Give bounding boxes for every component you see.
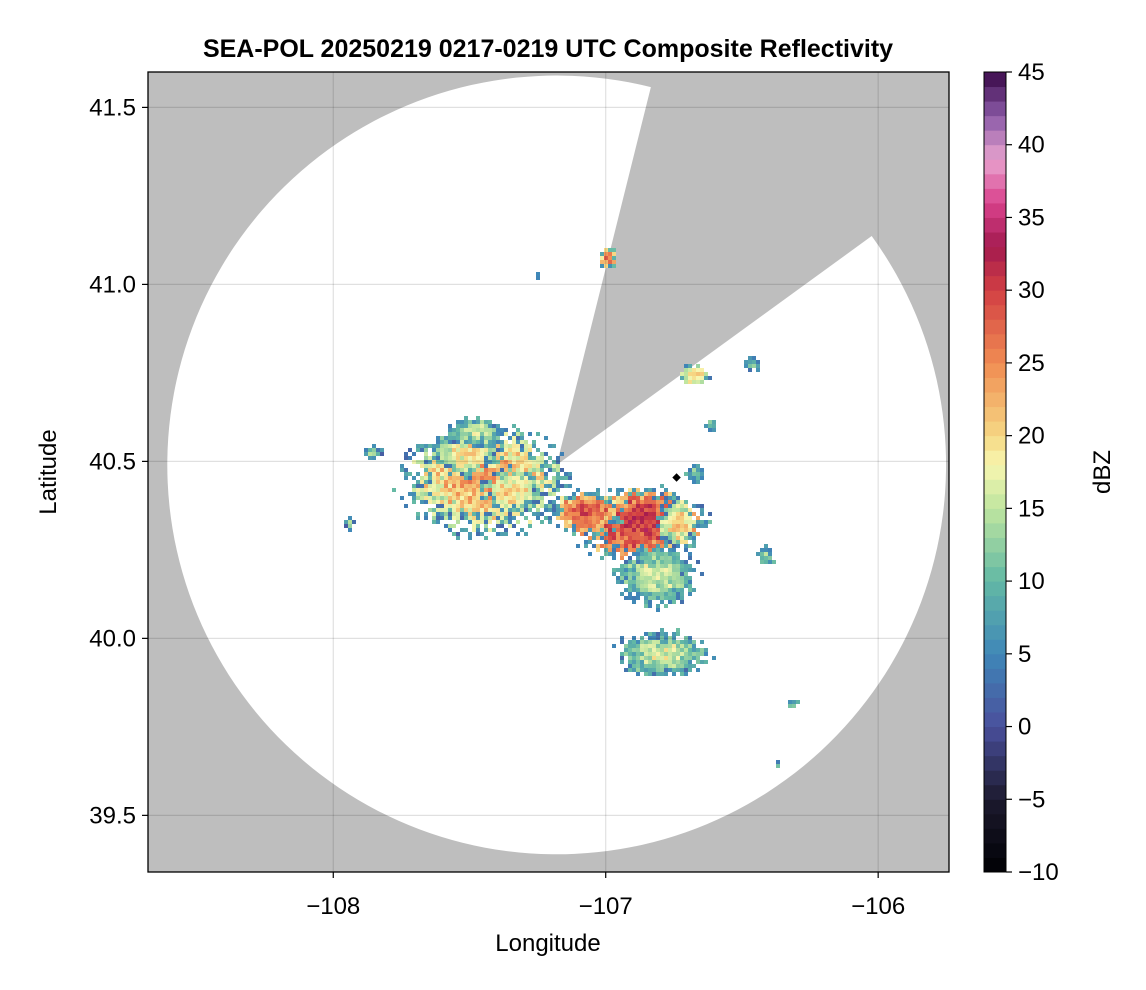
echo-cell (744, 356, 760, 372)
colorbar-label: dBZ (1089, 450, 1116, 494)
x-axis-ticks: −108 −107 −106 (306, 872, 905, 920)
colorbar-tick-label: −10 (1018, 859, 1059, 886)
echo-cell (548, 488, 624, 536)
echo-cell (448, 416, 508, 448)
grid-lines (148, 72, 949, 872)
echo-cell (612, 628, 716, 676)
y-axis-ticks: 39.5 40.0 40.5 41.0 41.5 (89, 94, 148, 829)
colorbar-tick-label: 40 (1018, 132, 1045, 159)
echo-cell (612, 544, 704, 612)
x-tick-label: −107 (579, 893, 633, 920)
echo-cell (364, 444, 384, 460)
colorbar-frame (983, 71, 1007, 873)
echo-cell (680, 364, 712, 384)
colorbar-tick-label: 25 (1018, 350, 1045, 377)
echo-cell (704, 420, 716, 432)
echo-cell (344, 516, 356, 532)
y-tick-label: 41.0 (89, 271, 136, 298)
echo-cell (684, 464, 704, 484)
colorbar-tick-label: 15 (1018, 495, 1045, 522)
echo-cell (600, 248, 616, 268)
colorbar-ticks: −10 −5 0 5 10 15 20 25 30 35 40 45 (1006, 59, 1059, 886)
x-tick-label: −108 (306, 893, 360, 920)
y-axis-label: Latitude (35, 429, 62, 514)
colorbar-tick-label: 30 (1018, 277, 1045, 304)
echo-cell (656, 496, 696, 552)
echo-layer (344, 248, 800, 768)
chart-title: SEA-POL 20250219 0217-0219 UTC Composite… (203, 35, 893, 63)
colorbar-bands (984, 72, 1006, 873)
y-tick-label: 40.5 (89, 448, 136, 475)
plot-frame (147, 71, 950, 873)
echo-cell (480, 464, 544, 516)
echo-cell (756, 544, 776, 564)
echo-cell (776, 760, 780, 768)
colorbar-tick-label: 35 (1018, 204, 1045, 231)
colorbar-tick-label: 0 (1018, 714, 1031, 741)
y-tick-label: 39.5 (89, 802, 136, 829)
y-tick-label: 40.0 (89, 625, 136, 652)
colorbar-tick-label: 20 (1018, 423, 1045, 450)
echo-cell (788, 700, 800, 708)
y-tick-label: 41.5 (89, 94, 136, 121)
colorbar-tick-label: −5 (1018, 786, 1045, 813)
echo-cell (536, 272, 540, 280)
x-tick-label: −106 (851, 893, 905, 920)
colorbar-tick-label: 5 (1018, 641, 1031, 668)
colorbar-tick-label: 10 (1018, 568, 1045, 595)
x-axis-label: Longitude (495, 930, 600, 957)
colorbar-tick-label: 45 (1018, 59, 1045, 86)
